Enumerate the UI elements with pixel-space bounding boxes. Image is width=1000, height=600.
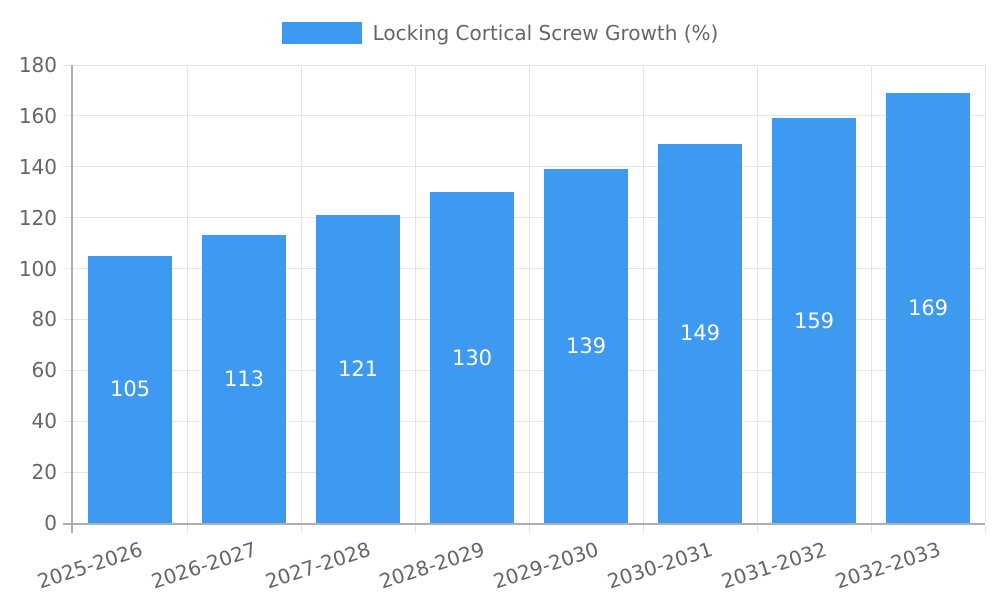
y-axis-tick-label: 140 (18, 154, 57, 179)
x-axis-tick (756, 525, 758, 533)
y-axis-tick (63, 369, 71, 371)
y-axis-tick-label: 80 (31, 307, 57, 332)
x-axis-tick (414, 525, 416, 533)
bar-value-label: 169 (907, 296, 949, 320)
y-axis-tick (63, 523, 71, 525)
y-axis-tick-label: 40 (31, 409, 57, 434)
bar[interactable]: 149 (658, 143, 742, 523)
x-axis-tick (642, 525, 644, 533)
y-axis-tick-label: 60 (31, 358, 57, 383)
y-axis-tick-label: 100 (18, 256, 57, 281)
y-axis-tick-label: 160 (18, 103, 57, 128)
bar-value-label: 113 (223, 367, 265, 392)
gridline-vertical (756, 65, 758, 523)
y-axis-tick (63, 64, 71, 66)
bar-value-label: 139 (565, 334, 607, 359)
plot-area: 0 20 40 60 80 100 120 140 160 180 105 2025-2026 113 2… (19, 53, 986, 594)
bar-value-label: 149 (679, 321, 721, 346)
bar[interactable]: 121 (316, 215, 400, 523)
gridline-vertical (300, 65, 302, 523)
bar[interactable]: 169 (886, 93, 970, 523)
gridline-vertical (528, 65, 530, 523)
x-axis-tick (528, 525, 530, 533)
x-axis-tick (186, 525, 188, 533)
y-axis-tick-label: 180 (18, 53, 57, 77)
x-axis-tick (300, 525, 302, 533)
gridline-vertical (414, 65, 416, 523)
y-axis-tick (63, 268, 71, 270)
bar[interactable]: 113 (202, 235, 286, 523)
y-axis-tick (63, 318, 71, 320)
bar-value-label: 121 (337, 357, 379, 382)
x-axis-tick (71, 525, 73, 533)
bar[interactable]: 159 (772, 118, 856, 523)
bar-value-label: 105 (109, 377, 151, 402)
y-axis-tick (63, 471, 71, 473)
bar[interactable]: 130 (430, 192, 514, 523)
bar-value-label: 159 (793, 308, 835, 333)
y-axis-tick (63, 115, 71, 117)
y-axis-tick-label: 120 (18, 205, 57, 230)
y-axis-tick (63, 217, 71, 219)
x-axis-tick (984, 525, 986, 533)
gridline-vertical (186, 65, 188, 523)
chart-legend[interactable]: Locking Cortical Screw Growth (%) (0, 21, 1000, 45)
legend-label: Locking Cortical Screw Growth (%) (372, 21, 719, 45)
y-axis-tick (63, 420, 71, 422)
bar[interactable]: 105 (88, 255, 172, 523)
gridline-vertical (642, 65, 644, 523)
y-axis-tick-label: 20 (31, 460, 57, 485)
bar[interactable]: 139 (544, 169, 628, 523)
legend-swatch (281, 22, 362, 44)
x-axis-tick (870, 525, 872, 533)
bar-value-label: 130 (451, 345, 493, 370)
gridline-vertical (870, 65, 872, 523)
y-axis-tick-label: 0 (44, 511, 57, 535)
gridline-vertical (984, 65, 986, 523)
y-axis-tick (63, 166, 71, 168)
